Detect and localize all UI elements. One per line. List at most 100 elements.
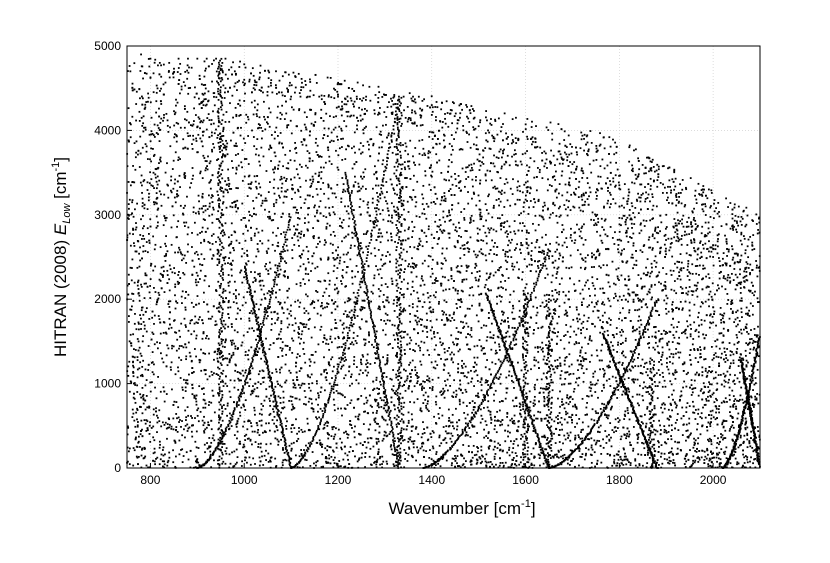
data-point (603, 303, 606, 306)
data-point (183, 105, 186, 108)
data-point (541, 301, 544, 304)
data-point (597, 189, 599, 192)
data-point (360, 456, 363, 459)
data-point (385, 181, 388, 183)
data-point (707, 399, 710, 402)
data-point (363, 175, 365, 178)
data-point (376, 192, 378, 194)
data-point (749, 338, 751, 341)
data-point (556, 359, 559, 361)
data-point (665, 442, 668, 445)
data-point (193, 265, 196, 268)
data-point (456, 455, 459, 457)
data-point (284, 95, 286, 97)
data-point (589, 390, 592, 392)
data-point (467, 202, 470, 205)
data-point (173, 400, 176, 403)
data-point (487, 384, 490, 386)
data-point (132, 293, 135, 295)
data-point (172, 159, 175, 162)
data-point (607, 366, 610, 369)
data-point (644, 186, 646, 188)
data-point (517, 276, 520, 279)
data-point (340, 446, 342, 449)
data-point (502, 226, 505, 228)
data-point (429, 255, 432, 258)
data-point (757, 355, 760, 357)
data-point (499, 130, 502, 133)
data-point (670, 189, 673, 192)
data-point (307, 250, 310, 253)
data-point (241, 369, 244, 372)
data-point (403, 166, 406, 169)
data-point (308, 152, 311, 155)
data-point (278, 194, 280, 197)
data-point (183, 176, 186, 179)
data-point (430, 164, 432, 167)
data-point (648, 336, 650, 339)
data-point (671, 372, 674, 375)
data-point (152, 408, 155, 411)
data-point (212, 434, 215, 437)
data-point (521, 153, 524, 156)
data-point (246, 461, 248, 464)
data-point (369, 447, 372, 450)
data-point (141, 205, 144, 208)
data-point (739, 436, 742, 439)
data-point (471, 400, 474, 403)
data-point (159, 156, 162, 159)
data-point (403, 293, 405, 296)
data-point (435, 116, 437, 118)
data-point (504, 340, 507, 343)
data-point (539, 454, 541, 457)
data-point (182, 455, 185, 457)
data-point (593, 253, 595, 256)
data-point (725, 197, 727, 200)
data-point (573, 206, 576, 209)
data-point (224, 357, 227, 360)
data-point (431, 445, 434, 448)
data-point (147, 199, 150, 202)
data-point (195, 92, 198, 95)
data-point (649, 246, 652, 249)
data-point (713, 199, 716, 201)
data-point (153, 187, 155, 189)
data-point (323, 243, 326, 246)
data-point (334, 126, 337, 129)
data-point (298, 92, 301, 94)
data-point (307, 319, 310, 321)
data-point (465, 278, 468, 281)
data-point (478, 160, 481, 163)
data-point (700, 323, 703, 326)
data-point (623, 455, 626, 458)
data-point (162, 83, 165, 86)
data-point (234, 203, 237, 206)
data-point (486, 406, 489, 409)
data-point (730, 303, 733, 305)
data-point (701, 208, 704, 211)
data-point (705, 275, 707, 278)
data-point (671, 202, 674, 205)
data-point (724, 234, 726, 237)
data-point (458, 400, 461, 403)
data-point (542, 391, 545, 394)
data-point (610, 407, 613, 409)
data-point (639, 415, 642, 418)
data-point (372, 411, 374, 414)
data-point (497, 190, 500, 193)
data-point (217, 92, 220, 95)
data-point (363, 291, 366, 293)
data-point (656, 397, 659, 400)
data-point (690, 223, 692, 226)
data-point (351, 276, 354, 279)
data-point (716, 234, 719, 237)
data-point (654, 325, 657, 328)
data-point (286, 249, 289, 252)
data-point (311, 382, 314, 385)
data-point (551, 315, 554, 318)
data-point (233, 386, 236, 389)
data-point (722, 372, 725, 375)
data-point (470, 418, 473, 420)
data-point (375, 347, 378, 350)
data-point (737, 205, 740, 208)
